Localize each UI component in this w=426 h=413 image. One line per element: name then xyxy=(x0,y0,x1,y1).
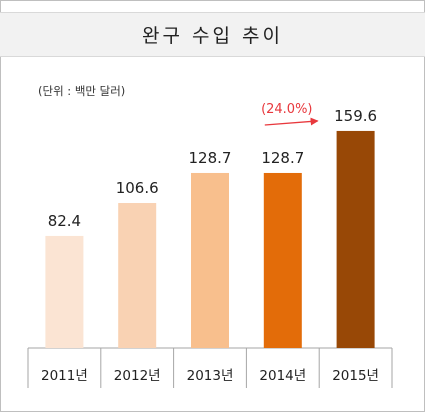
unit-note: (단위 : 백만 달러) xyxy=(38,84,125,98)
bar-4 xyxy=(336,130,375,348)
bar-3 xyxy=(263,172,302,348)
chart-title: 완구 수입 추이 xyxy=(142,25,283,47)
growth-arrow xyxy=(264,117,319,126)
bar-0 xyxy=(45,235,84,348)
category-label-2: 2013년 xyxy=(187,368,234,384)
title-band: 완구 수입 추이 xyxy=(0,12,425,57)
value-label-4: 159.6 xyxy=(334,107,377,125)
bar-2 xyxy=(191,172,229,348)
growth-annotation-label: (24.0%) xyxy=(261,102,312,117)
category-label-1: 2012년 xyxy=(114,368,161,384)
value-label-1: 106.6 xyxy=(116,179,159,197)
category-label-3: 2014년 xyxy=(259,368,306,384)
value-label-3: 128.7 xyxy=(261,149,304,167)
bar-1 xyxy=(118,203,157,348)
value-label-0: 82.4 xyxy=(48,212,81,230)
category-label-0: 2011년 xyxy=(41,368,88,384)
category-label-4: 2015년 xyxy=(332,368,379,384)
value-label-2: 128.7 xyxy=(189,149,232,167)
